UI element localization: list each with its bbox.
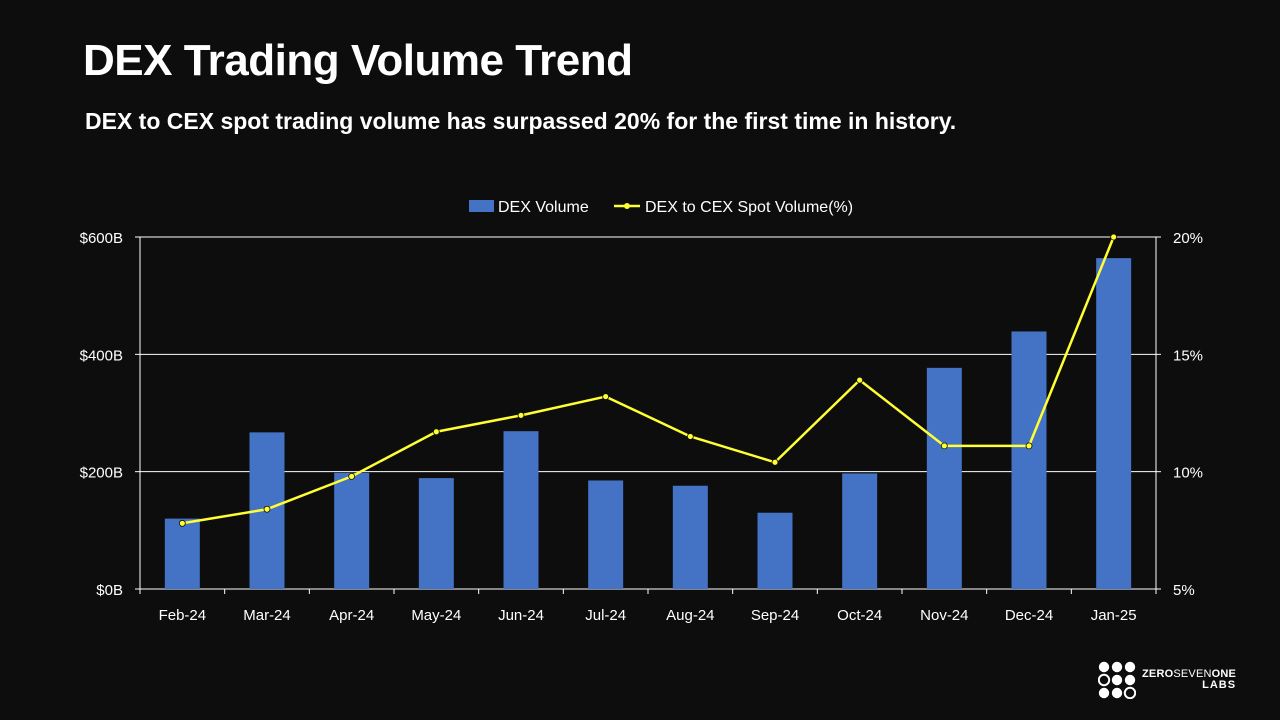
line-point-dec-24 xyxy=(1025,442,1033,450)
grid-layer xyxy=(140,236,1156,590)
line-point-oct-24 xyxy=(856,376,864,384)
x-axis-tick-label: Aug-24 xyxy=(666,607,714,624)
line-point-feb-24 xyxy=(178,519,186,527)
right-axis-tick-label: 15% xyxy=(1173,347,1203,364)
bar-oct-24 xyxy=(842,473,878,589)
left-axis-tick-label: $0B xyxy=(96,582,123,599)
line-point-nov-24 xyxy=(940,442,948,450)
left-axis-tick-label: $600B xyxy=(80,230,123,247)
bar-may-24 xyxy=(418,478,454,589)
axis-layer: $0B $200B $400B $600B 5% 10% 15% 20% Feb-24 Mar-2… xyxy=(80,230,1203,624)
bar-apr-24 xyxy=(334,472,370,589)
line-point-apr-24 xyxy=(348,472,356,480)
bar-dec-24 xyxy=(1011,331,1047,589)
line-point-mar-24 xyxy=(263,505,271,513)
brand-logo: ZEROSEVENONE LABS xyxy=(1098,661,1236,699)
x-axis-tick-label: Feb-24 xyxy=(159,607,207,624)
bar-jan-25 xyxy=(1096,258,1132,589)
bar-feb-24 xyxy=(164,518,200,589)
bar-jun-24 xyxy=(503,431,539,589)
bar-sep-24 xyxy=(757,512,793,589)
legend-bar-swatch xyxy=(469,200,494,212)
legend-layer: DEX Volume DEX to CEX Spot Volume(%) xyxy=(469,199,853,216)
line-point-jan-25 xyxy=(1110,233,1118,241)
bar-jul-24 xyxy=(588,480,624,589)
x-axis-tick-label: Nov-24 xyxy=(920,607,968,624)
bar-layer xyxy=(164,258,1132,589)
bar-nov-24 xyxy=(926,367,962,589)
bar-aug-24 xyxy=(672,485,708,589)
line-point-jun-24 xyxy=(517,411,525,419)
line-point-jul-24 xyxy=(602,393,610,400)
page-title: DEX Trading Volume Trend xyxy=(83,36,633,85)
x-axis-tick-label: Jul-24 xyxy=(585,607,626,624)
x-axis-tick-label: Jan-25 xyxy=(1091,607,1137,624)
page-subtitle: DEX to CEX spot trading volume has surpa… xyxy=(85,108,957,134)
line-point-may-24 xyxy=(432,428,440,436)
line-point-aug-24 xyxy=(686,433,694,440)
x-axis-tick-label: Jun-24 xyxy=(498,607,544,624)
x-axis-tick-label: Apr-24 xyxy=(329,607,374,624)
left-axis-tick-label: $400B xyxy=(80,347,123,364)
logo-word-labs: LABS xyxy=(1202,679,1237,691)
right-axis-tick-label: 5% xyxy=(1173,582,1195,599)
legend-label-dex-volume: DEX Volume xyxy=(498,199,589,216)
logo-word-seven: SEVEN xyxy=(1173,668,1212,680)
logo-mark-icon xyxy=(1098,661,1136,699)
logo-text: ZEROSEVENONE LABS xyxy=(1142,669,1236,691)
left-axis-tick-label: $200B xyxy=(80,465,123,482)
right-axis-tick-label: 10% xyxy=(1173,465,1203,482)
legend-label-dex-cex-ratio: DEX to CEX Spot Volume(%) xyxy=(645,199,853,216)
legend-line-marker xyxy=(624,203,630,209)
right-axis-tick-label: 20% xyxy=(1173,230,1203,247)
logo-word-zero: ZERO xyxy=(1142,668,1174,680)
x-axis-tick-label: Dec-24 xyxy=(1005,607,1053,624)
line-point-sep-24 xyxy=(771,458,779,466)
x-axis-tick-label: Mar-24 xyxy=(243,607,291,624)
logo-word-one: ONE xyxy=(1211,668,1237,680)
line-layer xyxy=(178,233,1118,527)
x-axis-tick-label: Sep-24 xyxy=(751,607,799,624)
percentage-line xyxy=(182,236,1115,525)
x-axis-tick-label: Oct-24 xyxy=(837,607,882,624)
x-axis-tick-label: May-24 xyxy=(411,607,461,624)
